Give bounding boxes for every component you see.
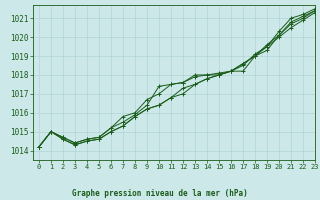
Text: Graphe pression niveau de la mer (hPa): Graphe pression niveau de la mer (hPa): [72, 189, 248, 198]
